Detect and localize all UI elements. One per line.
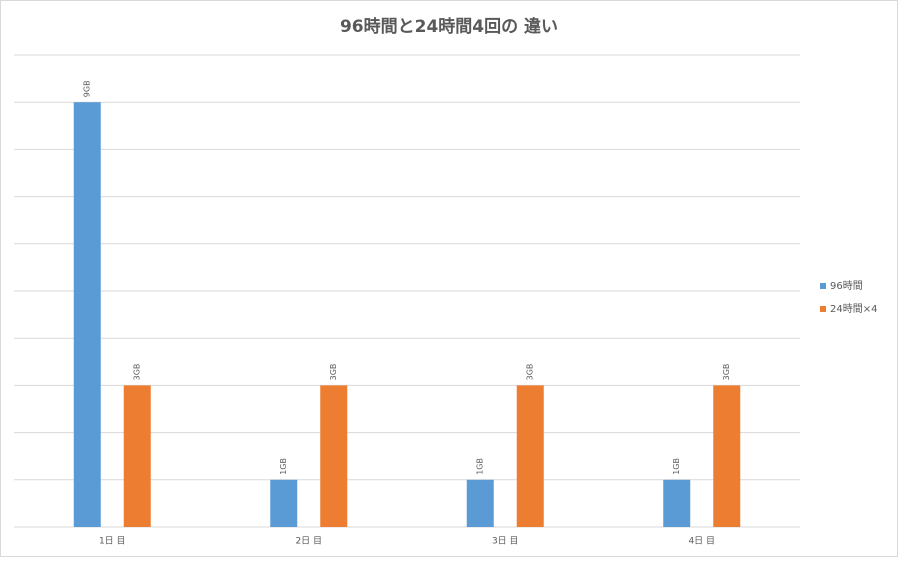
bar (270, 479, 298, 527)
value-label: 3GB (722, 364, 731, 381)
bar (516, 385, 544, 527)
chart-title: 96時間と24時間4回の 違い (340, 16, 558, 37)
bar (466, 479, 494, 527)
x-tick-label: 3日 目 (492, 536, 519, 547)
legend-swatch (820, 283, 826, 289)
bar (663, 479, 691, 527)
legend-label: 24時間×4 (830, 303, 877, 315)
bar (320, 385, 348, 527)
x-tick-label: 2日 目 (295, 536, 322, 547)
value-label: 3GB (133, 364, 142, 381)
bar (73, 102, 101, 527)
x-tick-label: 1日 目 (99, 536, 126, 547)
bar (713, 385, 741, 527)
value-label: 1GB (476, 458, 485, 475)
legend-swatch (820, 306, 826, 312)
value-label: 9GB (83, 80, 92, 97)
value-label: 3GB (526, 364, 535, 381)
x-tick-label: 4日 目 (688, 536, 715, 547)
bar (123, 385, 151, 527)
legend-label: 96時間 (830, 280, 863, 292)
value-label: 1GB (672, 458, 681, 475)
value-label: 3GB (329, 364, 338, 381)
value-label: 1GB (279, 458, 288, 475)
